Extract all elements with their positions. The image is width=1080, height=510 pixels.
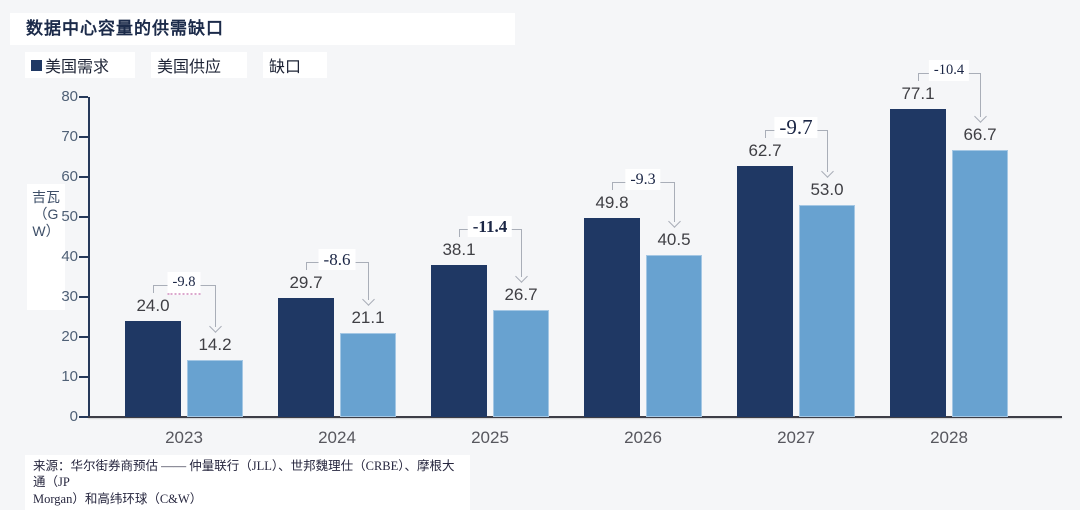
supply-value-label: 21.1 bbox=[351, 307, 385, 327]
gap-bracket-tick bbox=[918, 72, 920, 81]
demand-bar bbox=[278, 298, 334, 417]
demand-value-label: 24.0 bbox=[136, 296, 170, 315]
supply-bar bbox=[493, 310, 549, 417]
y-tick-mark bbox=[79, 96, 88, 98]
gap-bracket-tick bbox=[306, 262, 308, 271]
supply-value-label: 53.0 bbox=[810, 180, 844, 199]
gap-bracket-tick bbox=[153, 285, 155, 293]
y-tick-mark bbox=[79, 256, 88, 258]
page-title: 数据中心容量的供需缺口 bbox=[26, 19, 224, 38]
gap-arrow-line bbox=[980, 72, 982, 118]
demand-bar bbox=[125, 321, 181, 417]
legend-label-us-supply: 美国供应 bbox=[157, 59, 222, 76]
y-tick-mark bbox=[79, 176, 88, 178]
supply-bar bbox=[340, 332, 396, 417]
y-tick-mark bbox=[79, 216, 88, 218]
gap-arrow-line bbox=[215, 285, 217, 328]
gap-arrow-line bbox=[521, 228, 523, 278]
y-tick-mark bbox=[79, 376, 88, 378]
y-tick-label: 10 bbox=[61, 368, 78, 385]
gap-value-label: -9.8 bbox=[167, 272, 201, 295]
x-axis-label: 2026 bbox=[624, 428, 662, 447]
demand-bar bbox=[584, 217, 640, 417]
supply-value-label: 66.7 bbox=[963, 125, 997, 145]
legend-label-us-demand: 美国需求 bbox=[45, 59, 110, 76]
y-tick-mark bbox=[79, 296, 88, 298]
supply-value-label: 26.7 bbox=[504, 285, 538, 305]
y-tick-mark bbox=[79, 416, 88, 418]
gap-arrow-icon bbox=[974, 110, 987, 124]
gap-arrow-line bbox=[368, 262, 370, 300]
y-tick-label: 80 bbox=[61, 88, 78, 105]
demand-bar bbox=[737, 166, 793, 417]
x-axis-label: 2024 bbox=[318, 428, 356, 447]
legend: 美国需求 美国供应 缺口 bbox=[25, 52, 328, 78]
source-box: 来源：华尔街券商预估 —— 仲量联行（JLL）、世邦魏理仕（CRBE）、摩根大通… bbox=[25, 455, 470, 510]
source-text: 来源：华尔街券商预估 —— 仲量联行（JLL）、世邦魏理仕（CRBE）、摩根大通… bbox=[33, 459, 455, 506]
y-axis-line bbox=[88, 97, 90, 417]
demand-value-label: 62.7 bbox=[748, 141, 782, 161]
y-tick-label: 20 bbox=[61, 328, 78, 345]
supply-bar bbox=[952, 150, 1008, 417]
x-axis-label: 2023 bbox=[165, 428, 203, 447]
gap-value-label: -9.7 bbox=[774, 117, 818, 139]
gap-arrow-icon bbox=[821, 165, 834, 178]
gap-bracket-tick bbox=[459, 228, 461, 237]
legend-item-gap: 缺口 bbox=[263, 52, 328, 78]
demand-bar bbox=[890, 108, 946, 417]
y-tick-label: 0 bbox=[69, 408, 78, 425]
y-axis-unit-label: 吉瓦 （G W） bbox=[32, 189, 60, 239]
legend-label-gap: 缺口 bbox=[269, 59, 302, 76]
gap-arrow-line bbox=[674, 181, 676, 222]
legend-item-us-supply: 美国供应 bbox=[151, 52, 248, 78]
gap-value-label: -8.6 bbox=[318, 249, 356, 271]
y-tick-label: 60 bbox=[61, 168, 78, 185]
y-tick-label: 50 bbox=[61, 208, 78, 225]
supply-value-label: 14.2 bbox=[198, 335, 232, 355]
demand-value-label: 77.1 bbox=[901, 83, 935, 103]
gap-bracket-tick bbox=[612, 181, 614, 190]
chart-title-band: 数据中心容量的供需缺口 bbox=[10, 13, 515, 45]
gap-arrow-icon bbox=[209, 320, 222, 334]
y-tick-label: 40 bbox=[61, 248, 78, 265]
y-tick-label: 70 bbox=[61, 128, 78, 145]
gap-arrow-icon bbox=[668, 215, 681, 228]
supply-bar bbox=[187, 360, 243, 417]
x-axis-label: 2025 bbox=[471, 428, 509, 447]
legend-item-us-demand: 美国需求 bbox=[25, 52, 136, 78]
x-axis-label: 2027 bbox=[777, 428, 815, 447]
y-tick-mark bbox=[79, 336, 88, 338]
gap-arrow-icon bbox=[362, 292, 375, 306]
gap-arrow-line bbox=[827, 130, 829, 172]
demand-bar bbox=[431, 264, 487, 417]
y-tick-label: 30 bbox=[61, 288, 78, 305]
demand-value-label: 29.7 bbox=[289, 273, 323, 293]
x-axis-line bbox=[88, 416, 1062, 418]
x-axis-label: 2028 bbox=[930, 428, 968, 447]
demand-value-label: 49.8 bbox=[595, 192, 629, 212]
gap-arrow-icon bbox=[515, 270, 528, 284]
supply-value-label: 40.5 bbox=[657, 230, 691, 249]
supply-bar bbox=[799, 205, 855, 417]
gap-value-label: -11.4 bbox=[467, 215, 513, 237]
gap-value-label: -10.4 bbox=[928, 59, 970, 81]
supply-bar bbox=[646, 255, 702, 417]
gap-value-label: -9.3 bbox=[625, 168, 661, 190]
gap-bracket-tick bbox=[765, 130, 767, 139]
demand-swatch-icon bbox=[31, 59, 42, 71]
y-tick-mark bbox=[79, 136, 88, 138]
y-axis-unit-box: 吉瓦 （G W） bbox=[27, 184, 65, 310]
demand-value-label: 38.1 bbox=[442, 239, 476, 259]
